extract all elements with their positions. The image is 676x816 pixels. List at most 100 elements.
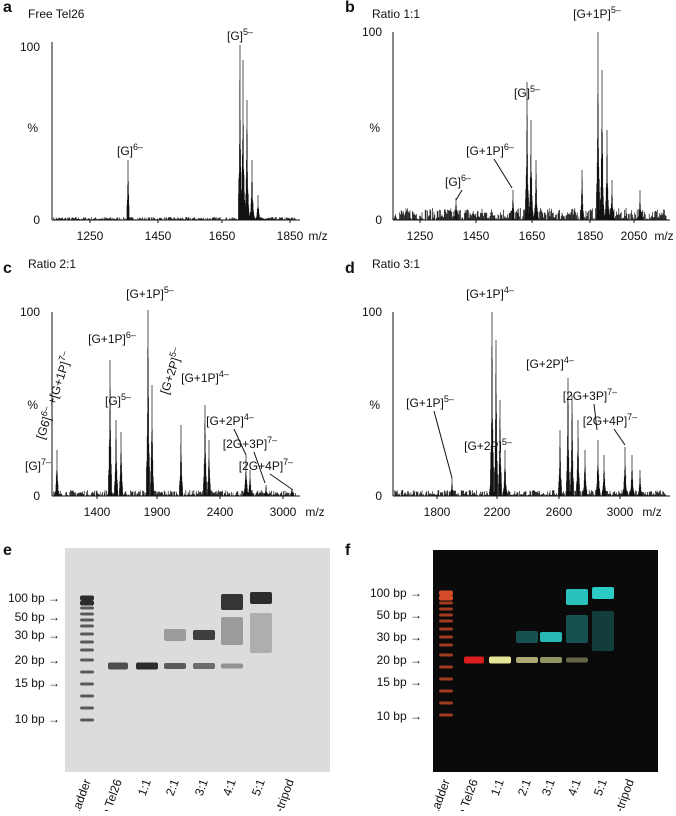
- peak-label: [G+1P]5–: [573, 5, 621, 21]
- peak-label: [G]5–: [514, 84, 540, 100]
- x-tick-label: 2400: [207, 505, 234, 519]
- peak-label: [G+2P]5–: [464, 437, 512, 453]
- x-unit: m/z: [305, 505, 324, 519]
- peak-species: [G+1P]: [466, 287, 504, 301]
- x-tick-label: 3000: [607, 505, 634, 519]
- peak-label: [G]6–: [117, 142, 143, 158]
- lane-label: Pt-tripod: [608, 777, 637, 811]
- peak-charge: 7–: [607, 387, 617, 397]
- gel-band: [80, 624, 94, 628]
- gel-band: [80, 612, 94, 616]
- x-tick-label: 1900: [144, 505, 171, 519]
- gel-band: [80, 694, 94, 698]
- peak-pointer: [493, 158, 513, 189]
- x-unit: m/z: [308, 229, 327, 243]
- peak-species: [G+2P]: [158, 356, 183, 396]
- size-label: 20 bp →: [377, 653, 422, 667]
- y-label: %: [27, 121, 38, 135]
- peak-pointer: [269, 473, 294, 491]
- gel-band: [221, 617, 243, 645]
- peak-charge: 5–: [167, 346, 180, 359]
- peak-charge: 6–: [461, 173, 471, 183]
- peak-pointer: [433, 410, 453, 479]
- size-label: 10 bp →: [377, 709, 422, 723]
- gel-band: [439, 643, 453, 647]
- panel-title: Ratio 1:1: [372, 7, 420, 21]
- gel-band: [540, 632, 562, 642]
- x-tick-label: 1850: [577, 229, 604, 243]
- peak-charge: 5–: [530, 84, 540, 94]
- peak-species: [G]: [445, 175, 461, 189]
- gel-band: [439, 635, 453, 639]
- gel-band: [221, 663, 243, 669]
- peak-charge: 7–: [627, 412, 637, 422]
- peak-label: [G+1P]5–: [126, 285, 174, 301]
- gel-band: [464, 656, 484, 664]
- peak-charge: 5–: [164, 285, 174, 295]
- peak-charge: 4–: [244, 412, 254, 422]
- lane-label: 5:1: [591, 777, 610, 798]
- lane-label: 5:1: [249, 777, 268, 798]
- gel-band: [80, 632, 94, 636]
- x-unit: m/z: [654, 229, 673, 243]
- gel-band: [193, 663, 215, 669]
- gel-e-background: [65, 548, 330, 772]
- peak-label: [G+1P]6–: [88, 330, 136, 346]
- peak-label: [G]7–: [25, 457, 51, 473]
- y-label: 100: [20, 40, 40, 54]
- gel-band: [516, 657, 538, 663]
- spectrum: [394, 312, 667, 496]
- panel-letter: c: [3, 260, 12, 277]
- size-label: 50 bp →: [15, 610, 60, 624]
- x-tick-label: 1250: [407, 229, 434, 243]
- gel-band: [439, 607, 453, 611]
- peak-species: [G]: [117, 144, 133, 158]
- gel-band: [136, 662, 158, 670]
- gel-band: [439, 689, 453, 693]
- gel-band: [439, 701, 453, 705]
- lane-label: Free Tel26: [92, 777, 125, 811]
- x-tick-label: 1400: [84, 505, 111, 519]
- peak-charge: 6–: [39, 405, 52, 418]
- peak-charge: 7–: [283, 457, 293, 467]
- peak-label: [G]5–: [105, 392, 131, 408]
- peak-pointer: [613, 428, 626, 446]
- peak-label: [G+1P]5–: [406, 394, 454, 410]
- x-tick-label: 1850: [277, 229, 304, 243]
- peak-label: [2G+4P]7–: [583, 412, 637, 428]
- size-label: 100 bp →: [8, 591, 60, 605]
- x-tick-label: 1650: [209, 229, 236, 243]
- peak-species: [2G+4P]: [583, 414, 627, 428]
- gel-band: [250, 613, 272, 653]
- peak-label: [2G+3P]7–: [563, 387, 617, 403]
- peak-label: [2G+4P]7–: [239, 457, 293, 473]
- peak-label: [G+1P]6–: [466, 142, 514, 158]
- peak-label: [G6]6– +[G+1P]7–: [32, 350, 75, 441]
- panel-title: Ratio 3:1: [372, 257, 420, 271]
- gel-band: [80, 706, 94, 710]
- size-label: 15 bp →: [15, 676, 60, 690]
- gel-band: [439, 713, 453, 717]
- gel-band: [80, 658, 94, 662]
- size-label: 100 bp →: [370, 586, 422, 600]
- peak-label: [G+1P]4–: [466, 285, 514, 301]
- lane-label: 4:1: [565, 777, 584, 798]
- peak-charge: 6–: [126, 330, 136, 340]
- size-label: 20 bp →: [15, 653, 60, 667]
- panel-letter: e: [3, 542, 12, 559]
- peak-species: [2G+4P]: [239, 459, 283, 473]
- gel-band: [566, 589, 588, 605]
- panel-letter: d: [345, 260, 355, 277]
- peak-species: [G]: [514, 86, 530, 100]
- y-label: 100: [362, 25, 382, 39]
- gel-band: [592, 587, 614, 599]
- gel-band: [80, 648, 94, 652]
- gel-band: [80, 640, 94, 644]
- peak-species: [G+2P]: [464, 439, 502, 453]
- size-label: 30 bp →: [377, 630, 422, 644]
- peak-label: [G]6–: [445, 173, 471, 189]
- lane-label: 2:1: [163, 777, 182, 798]
- peak-charge: 4–: [219, 369, 229, 379]
- peak-charge: 5–: [121, 392, 131, 402]
